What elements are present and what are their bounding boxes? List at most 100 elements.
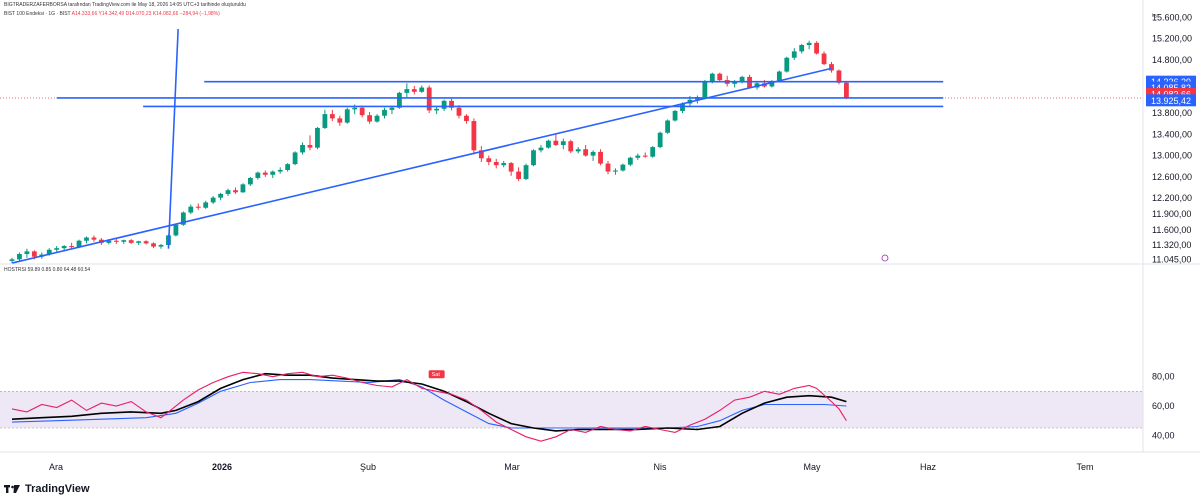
price-tick-label: 11.600,00 [1152,225,1191,235]
price-tick-label: 13.400,00 [1152,129,1192,139]
candle-body [188,206,194,213]
candle [337,115,343,126]
time-tick-label: Ara [49,462,63,472]
candle-body [17,254,22,260]
candle [464,114,469,124]
symbol-name[interactable]: BIST 100 Endeksi · 1G · BIST [4,11,71,17]
candle [307,135,313,151]
candle-body [128,240,134,243]
candle-body [598,151,603,164]
candle-body [61,246,67,249]
currency-label: try [1152,13,1158,19]
candle [523,163,529,181]
price-badge: 13.925,42 [1146,94,1196,107]
candle-body [113,240,119,242]
candle [449,98,454,111]
candle-body [143,241,149,244]
candle-body [627,157,633,165]
candle [359,105,365,118]
candle [240,183,246,193]
ohlc-change: −284,94 (−1,98%) [179,11,220,17]
trendline [11,67,832,264]
candle-body [560,141,566,145]
rsi-sell-bg [428,370,445,379]
candle [583,144,589,157]
candle [180,211,186,226]
publisher-line: BIGTRADERZAFERBORSA tarafından TradingVi… [4,2,246,8]
candle-body [464,115,469,122]
price-tick-label: 11.045,00 [1152,255,1191,265]
candle [665,119,670,134]
tradingview-logo-icon [4,485,20,493]
time-tick-label: Mar [504,462,520,472]
candle-body [173,224,179,236]
candle-body [650,147,656,157]
candle-body [665,120,670,133]
candle-body [255,172,261,178]
candle-body [397,92,402,108]
footer-brand: TradingView [4,483,90,495]
candle-body [516,171,521,180]
candle-body [24,251,30,255]
candle [799,43,805,54]
rsi-sell-label: Sat [432,372,441,378]
price-tick-label: 14.800,00 [1152,55,1192,65]
candle-body [523,165,529,180]
candle [456,105,462,119]
candle-body [531,150,536,166]
candle [404,83,410,98]
candle-body [717,73,723,81]
candle [218,192,223,201]
rsi-pane: Sat [0,370,1143,442]
candle [441,99,447,111]
candle [292,151,298,166]
candle [9,257,15,264]
candle-body [829,64,834,71]
candle-body [613,170,618,172]
candle [195,203,201,210]
candle [553,134,559,147]
time-tick-label: Şub [360,462,376,472]
candle [24,248,30,258]
candle-body [806,42,812,45]
candle-body [814,42,819,54]
candle [717,72,723,83]
candle [486,155,492,166]
rsi-line [11,371,847,442]
candle [262,170,268,177]
candle [829,62,834,73]
candle [143,240,149,245]
candle-body [568,141,574,152]
candle [233,187,238,194]
candle-body [337,118,343,123]
candle-body [575,149,581,152]
candle [203,200,209,209]
candle-body [292,152,298,165]
candle-body [225,190,231,194]
candle [225,188,231,197]
candle [478,146,484,162]
candle-body [84,237,89,241]
candle-body [9,259,15,261]
ohlc-close: K14.082,66 [152,11,179,17]
time-tick-label: Haz [920,462,937,472]
time-tick-label: 2026 [212,462,232,472]
candle [248,176,253,186]
candle [672,109,678,122]
candle [627,156,633,167]
candle [635,153,641,160]
candle-body [411,89,417,92]
ohlc-high: Y14.342,49 [98,11,125,17]
candle [426,85,432,114]
indicator-legend[interactable]: HOSTRSI 59.89 0.85 0.80 64.48 60.54 [4,267,91,273]
candle-body [791,51,797,58]
candle-body [389,107,395,110]
candle-body [158,244,164,247]
candle [382,107,387,119]
candle-body [233,190,238,193]
candle [54,246,60,253]
candle [419,85,425,93]
time-tick-label: Tem [1076,462,1093,472]
candle-body [456,107,462,116]
